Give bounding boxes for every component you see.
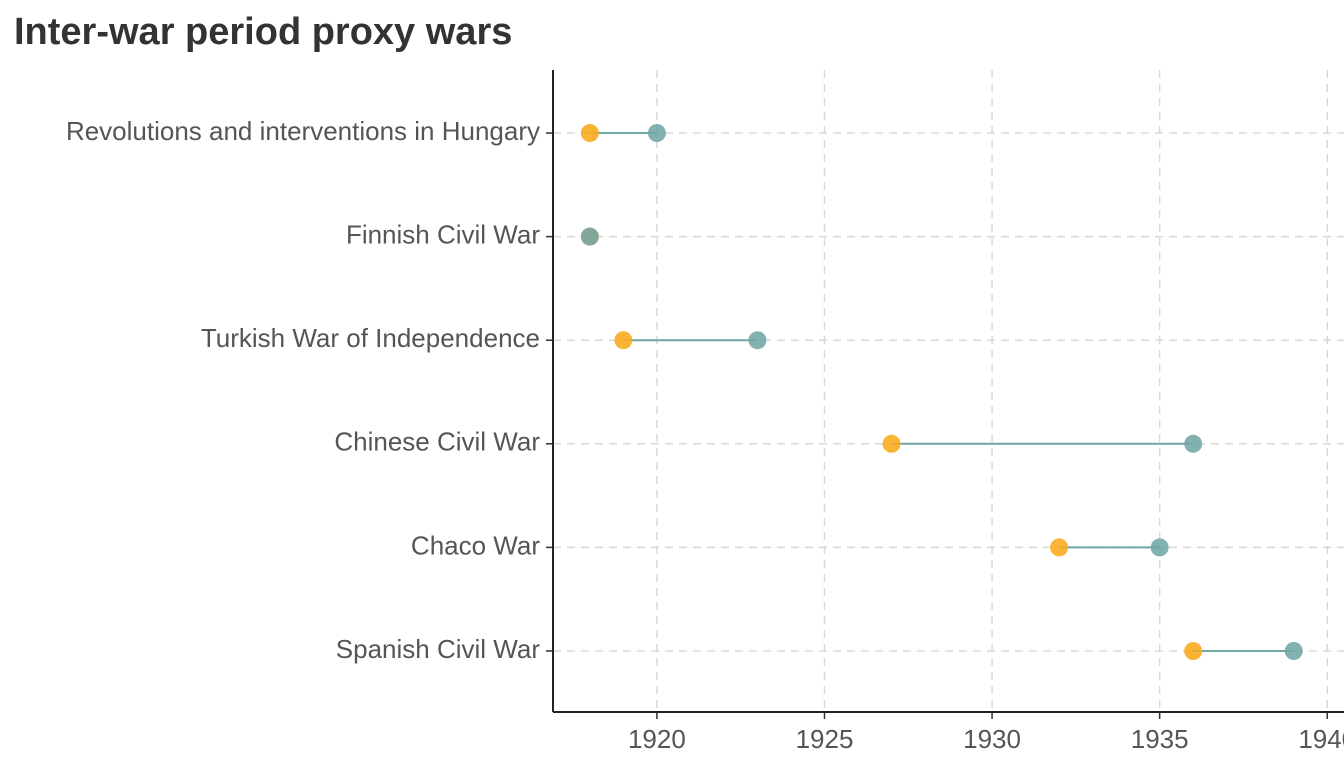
y-tick-label: Revolutions and interventions in Hungary (66, 116, 540, 146)
chart-title: Inter-war period proxy wars (14, 11, 512, 53)
point (1284, 642, 1303, 660)
y-tick-label: Spanish Civil War (336, 634, 541, 664)
point (580, 227, 599, 246)
x-tick-label: 1925 (796, 724, 854, 754)
point (614, 331, 633, 350)
x-tick-label: 1920 (628, 724, 686, 754)
point (647, 124, 666, 142)
point (580, 124, 599, 142)
y-tick-label: Finnish Civil War (346, 219, 540, 249)
y-tick-label: Turkish War of Independence (201, 323, 540, 353)
x-tick-label: 1935 (1131, 724, 1189, 754)
point (1050, 538, 1069, 557)
x-tick-label: 1940 (1298, 724, 1344, 754)
point (1184, 434, 1203, 453)
point (1150, 538, 1169, 557)
y-tick-label: Chaco War (411, 530, 540, 560)
y-tick-label: Chinese Civil War (334, 427, 540, 457)
point (1184, 642, 1203, 660)
point (748, 331, 767, 350)
x-tick-label: 1930 (963, 724, 1021, 754)
point (882, 434, 901, 453)
